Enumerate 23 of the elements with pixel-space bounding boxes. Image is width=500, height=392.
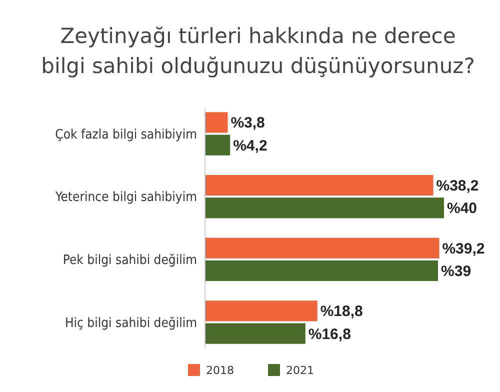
legend-label: 2018	[206, 364, 234, 377]
data-label: %16,8	[308, 326, 351, 343]
data-label: %39	[441, 262, 472, 280]
data-label: %40	[447, 200, 478, 218]
bar	[205, 323, 306, 344]
bar	[205, 260, 438, 282]
bar	[205, 300, 318, 322]
bar	[205, 238, 440, 258]
bar	[205, 198, 444, 218]
data-label: %4,2	[233, 137, 268, 154]
legend-label: 2021	[286, 364, 314, 377]
data-label: %38,2	[436, 178, 479, 195]
y-tick-label: Çok fazla bilgi sahibiyim	[55, 127, 197, 142]
bar	[205, 134, 230, 156]
y-tick-label: Hiç bilgi sahibi değilim	[64, 316, 197, 331]
y-tick-label: Pek bilgi sahibi değilim	[62, 252, 197, 268]
bar	[205, 174, 434, 196]
data-label: %39,2	[442, 240, 485, 258]
bar	[205, 112, 228, 133]
data-label: %18,8	[320, 303, 363, 320]
data-label: %3,8	[230, 114, 265, 132]
chart-title: Zeytinyağı türleri hakkında ne derece bilgi sahibi olduğunuzu düşünüyorsunuz?	[41, 24, 475, 78]
y-tick-label: Yeterince bilgi sahibiyim	[54, 190, 197, 206]
